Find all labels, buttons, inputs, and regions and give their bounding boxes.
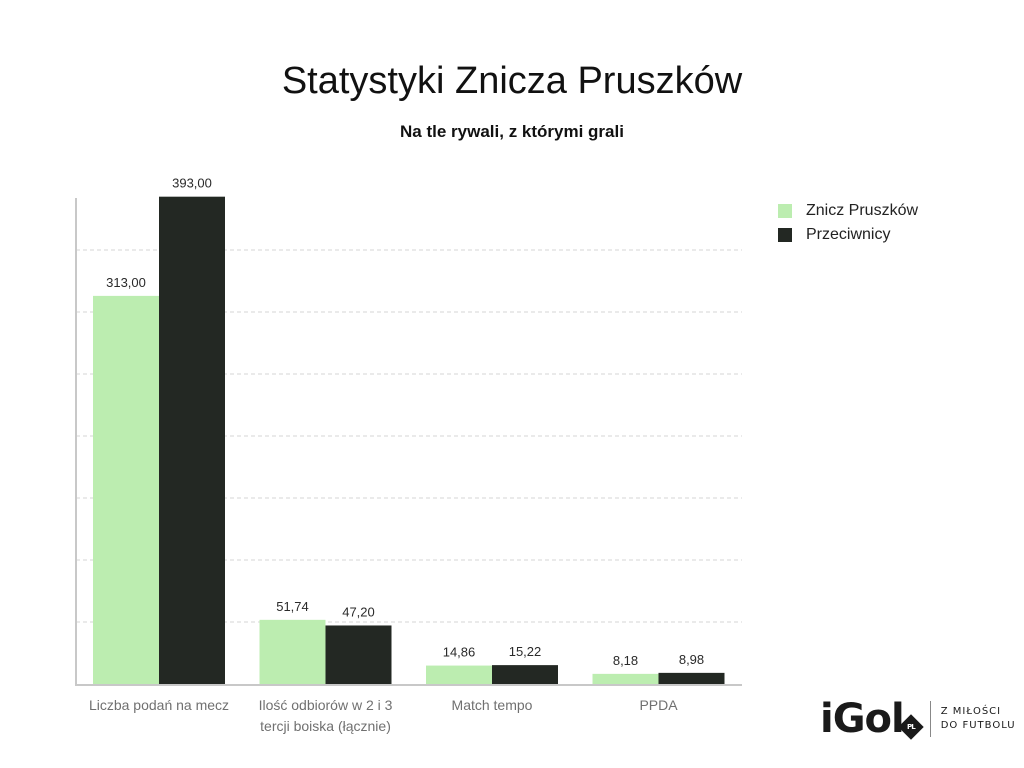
value-label: 47,20: [342, 604, 375, 619]
value-label: 14,86: [443, 645, 476, 660]
logo-tagline: Z MIŁOŚCI DO FUTBOLU: [941, 705, 1016, 733]
value-label: 313,00: [106, 275, 146, 290]
value-label: 393,00: [172, 176, 212, 191]
value-label: 8,98: [679, 652, 704, 667]
value-label: 8,18: [613, 653, 638, 668]
legend: Znicz Pruszków Przeciwnicy: [778, 199, 918, 247]
logo-divider: [929, 701, 931, 737]
bar-przeciwnicy: [492, 665, 558, 684]
category-label: Liczba podań na mecz: [89, 697, 229, 713]
bar-przeciwnicy: [658, 672, 725, 684]
chart-title: Statystyki Znicza Pruszków: [281, 60, 743, 102]
value-label: 51,74: [276, 599, 309, 614]
category-label: tercji boiska (łącznie): [260, 718, 391, 734]
chart-subtitle: Na tle rywali, z którymi grali: [400, 122, 624, 141]
bar-znicz: [93, 295, 159, 684]
legend-label-przeciwnicy: Przeciwnicy: [806, 226, 891, 243]
legend-swatch-przeciwnicy: [778, 228, 792, 242]
bar-przeciwnicy: [325, 625, 392, 684]
logo-badge-text: PL: [906, 723, 915, 731]
bar-znicz: [592, 673, 659, 684]
category-label: PPDA: [639, 697, 678, 713]
logo-word: iGol: [820, 696, 905, 742]
category-label: Match tempo: [452, 697, 533, 713]
bar-znicz: [259, 619, 326, 684]
logo-tagline-line-2: DO FUTBOLU: [940, 720, 1016, 731]
legend-label-znicz: Znicz Pruszków: [806, 202, 919, 219]
legend-swatch-znicz: [778, 204, 792, 218]
value-label: 15,22: [509, 644, 542, 659]
bar-znicz: [426, 665, 492, 684]
logo-tagline-line-1: Z MIŁOŚCI: [940, 706, 1002, 717]
legend-item-przeciwnicy: Przeciwnicy: [778, 223, 918, 247]
category-label: Ilość odbiorów w 2 i 3: [259, 697, 393, 713]
legend-item-znicz: Znicz Pruszków: [778, 199, 918, 223]
logo-wordmark: iGol PL: [820, 696, 924, 742]
igol-logo: iGol PL Z MIŁOŚCI DO FUTBOLU: [820, 696, 1016, 742]
bar-przeciwnicy: [159, 196, 225, 684]
